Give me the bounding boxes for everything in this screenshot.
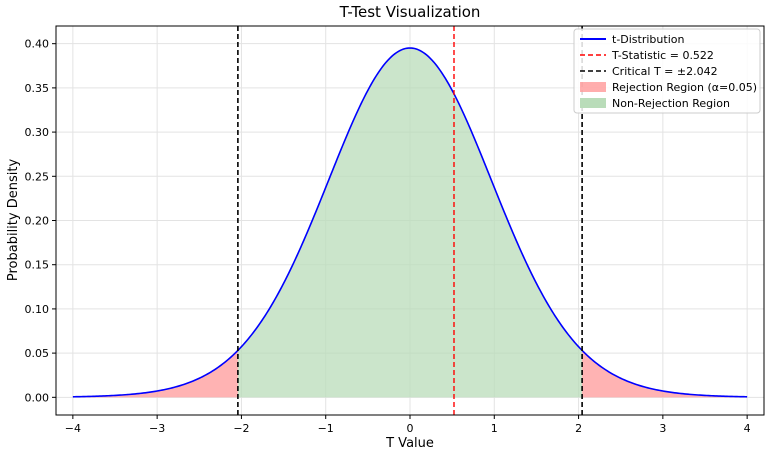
line-layer (72, 47, 748, 398)
chart-title: T-Test Visualization (339, 3, 481, 21)
non-rejection-region-area (237, 47, 583, 398)
legend: t-Distribution T-Statistic = 0.522 Criti… (573, 28, 761, 114)
y-tick-label: 0.40 (25, 38, 50, 51)
left-rejection-region-area (72, 350, 238, 398)
x-tick-label: 1 (491, 422, 498, 435)
legend-label-rejection-region: Rejection Region (α=0.05) (612, 81, 757, 94)
legend-label-t-statistic: T-Statistic = 0.522 (611, 49, 714, 62)
legend-label-non-rejection-region: Non-Rejection Region (612, 97, 730, 110)
legend-label-critical-t: Critical T = ±2.042 (612, 65, 718, 78)
x-tick-label: −4 (65, 422, 81, 435)
x-tick-label: 2 (575, 422, 582, 435)
y-tick-label: 0.15 (25, 259, 50, 272)
y-tick-label: 0.35 (25, 82, 50, 95)
x-ticks: −4 −3 −2 −1 0 1 2 3 4 (65, 415, 751, 435)
y-tick-label: 0.20 (25, 215, 50, 228)
y-tick-label: 0.10 (25, 303, 50, 316)
y-tick-label: 0.00 (25, 391, 50, 404)
x-tick-label: −1 (318, 422, 334, 435)
x-tick-label: 0 (407, 422, 414, 435)
y-tick-label: 0.05 (25, 347, 50, 360)
legend-rejection-swatch (580, 82, 606, 92)
x-axis-title: T Value (385, 436, 434, 451)
y-tick-label: 0.30 (25, 126, 50, 139)
y-axis-title: Probability Density (6, 159, 21, 282)
x-tick-label: −3 (149, 422, 165, 435)
legend-nonrejection-swatch (580, 98, 606, 108)
t-distribution-curve (72, 47, 748, 398)
y-ticks: 0.00 0.05 0.10 0.15 0.20 0.25 0.30 0.35 0.40 (25, 38, 56, 404)
x-tick-label: −2 (233, 422, 249, 435)
x-tick-label: 3 (659, 422, 666, 435)
fill-layer (72, 47, 748, 398)
legend-box (573, 28, 761, 114)
x-tick-label: 4 (744, 422, 751, 435)
y-tick-label: 0.25 (25, 170, 50, 183)
right-rejection-region-area (582, 350, 748, 398)
legend-label-t-distribution: t-Distribution (612, 33, 684, 46)
